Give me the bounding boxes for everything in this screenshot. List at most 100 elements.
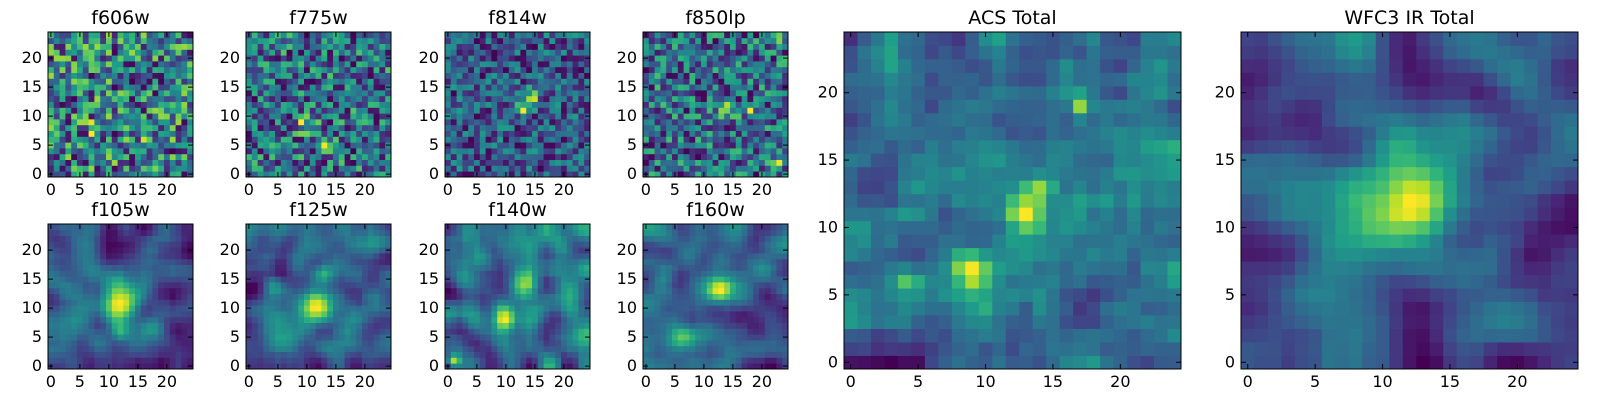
heatmap-cell [251, 253, 258, 260]
heatmap-cell [549, 49, 556, 56]
heatmap-cell [770, 345, 777, 352]
heatmap-cell [286, 32, 293, 39]
heatmap-cell [53, 136, 60, 143]
heatmap-cell [385, 124, 392, 131]
heatmap-cell [776, 171, 783, 178]
heatmap-cell [555, 61, 562, 68]
heatmap-cell [724, 345, 731, 352]
heatmap-cell [129, 124, 136, 131]
heatmap-cell [286, 159, 293, 166]
heatmap-cell [741, 282, 748, 289]
heatmap-cell [257, 322, 264, 329]
heatmap-cell [782, 32, 789, 39]
heatmap-cell [666, 37, 673, 44]
heatmap-cell [164, 153, 171, 160]
heatmap-cell [367, 287, 374, 294]
heatmap-cell [309, 84, 316, 91]
heatmap-cell [724, 142, 731, 149]
heatmap-cell [88, 305, 95, 312]
heatmap-cell [164, 37, 171, 44]
heatmap-cell [333, 322, 340, 329]
heatmap-cell [526, 84, 533, 91]
heatmap-cell [385, 351, 392, 358]
heatmap-cell [269, 72, 276, 79]
heatmap-cell [257, 43, 264, 50]
heatmap-cell [350, 90, 357, 97]
heatmap-cell [100, 357, 107, 364]
heatmap-cell [175, 305, 182, 312]
heatmap-cell [94, 334, 101, 341]
heatmap-cell [292, 37, 299, 44]
heatmap-cell [730, 95, 737, 102]
heatmap-cell [695, 299, 702, 306]
heatmap-cell [543, 142, 550, 149]
heatmap-cell [187, 78, 194, 85]
heatmap-cell [462, 90, 469, 97]
heatmap-cell [187, 95, 194, 102]
heatmap-cell [776, 95, 783, 102]
heatmap-cell [356, 49, 363, 56]
heatmap-cell [344, 32, 351, 39]
heatmap-cell [164, 299, 171, 306]
heatmap-cell [82, 316, 89, 323]
heatmap-cell [321, 37, 328, 44]
heatmap-cell [367, 253, 374, 260]
heatmap-cell [350, 241, 357, 248]
heatmap-cell [689, 357, 696, 364]
heatmap-cell [111, 276, 118, 283]
heatmap-cell [373, 287, 380, 294]
heatmap-cell [88, 84, 95, 91]
heatmap-cell [100, 90, 107, 97]
heatmap-cell [456, 363, 463, 370]
heatmap-cell [479, 328, 486, 335]
heatmap-cell [65, 247, 72, 254]
heatmap-cell [263, 334, 270, 341]
heatmap-cell [385, 322, 392, 329]
heatmap-cell [280, 148, 287, 155]
heatmap-cell [146, 253, 153, 260]
heatmap-cell [759, 78, 766, 85]
heatmap-cell [350, 305, 357, 312]
heatmap-cell [689, 293, 696, 300]
heatmap-cell [344, 270, 351, 277]
heatmap-cell [65, 253, 72, 260]
heatmap-cell [71, 247, 78, 254]
heatmap-cell [764, 142, 771, 149]
heatmap-cell [759, 351, 766, 358]
heatmap-cell [770, 78, 777, 85]
heatmap-cell [753, 124, 760, 131]
heatmap-cell [578, 328, 585, 335]
heatmap-cell [146, 90, 153, 97]
heatmap-cell [491, 130, 498, 137]
heatmap-cell [741, 322, 748, 329]
heatmap-cell [730, 84, 737, 91]
heatmap-cell [257, 171, 264, 178]
heatmap-cell [572, 316, 579, 323]
heatmap-cell [712, 305, 719, 312]
heatmap-cell [561, 247, 568, 254]
heatmap-cell [741, 107, 748, 114]
heatmap-cell [456, 340, 463, 347]
heatmap-cell [683, 328, 690, 335]
heatmap-cell [65, 235, 72, 242]
heatmap-cell [701, 136, 708, 143]
heatmap-cell [71, 159, 78, 166]
heatmap-cell [59, 32, 66, 39]
heatmap-cell [712, 78, 719, 85]
heatmap-cell [572, 165, 579, 172]
heatmap-cell [77, 328, 84, 335]
heatmap-cell [158, 229, 165, 236]
heatmap-cell [385, 241, 392, 248]
heatmap-cell [537, 55, 544, 62]
heatmap-cell [526, 107, 533, 114]
heatmap-cell [491, 72, 498, 79]
heatmap-cell [718, 119, 725, 126]
heatmap-cell [770, 136, 777, 143]
heatmap-cell [169, 299, 176, 306]
heatmap-cell [770, 95, 777, 102]
heatmap-cell [59, 153, 66, 160]
heatmap-cell [123, 270, 130, 277]
heatmap-cell [117, 107, 124, 114]
heatmap-cell [333, 90, 340, 97]
heatmap-cell [373, 66, 380, 73]
